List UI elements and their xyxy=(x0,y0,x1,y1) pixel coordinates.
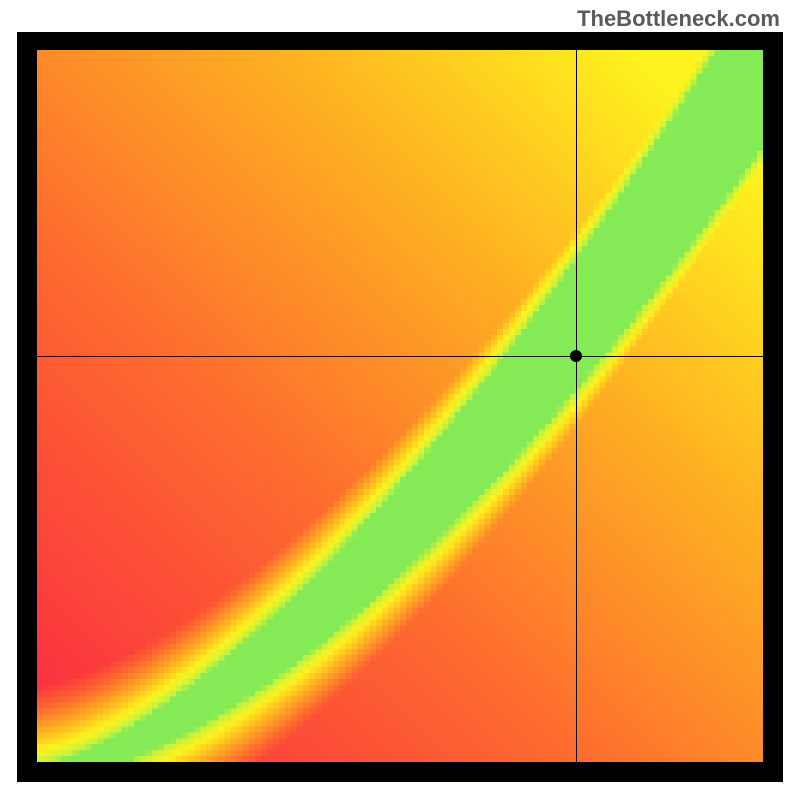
plot-area xyxy=(37,50,763,762)
heatmap-canvas xyxy=(37,50,763,762)
crosshair-horizontal xyxy=(37,356,763,357)
attribution-label: TheBottleneck.com xyxy=(577,6,780,32)
crosshair-vertical xyxy=(576,50,577,762)
crosshair-marker xyxy=(570,350,582,362)
plot-frame xyxy=(17,32,783,782)
chart-container: TheBottleneck.com xyxy=(0,0,800,800)
